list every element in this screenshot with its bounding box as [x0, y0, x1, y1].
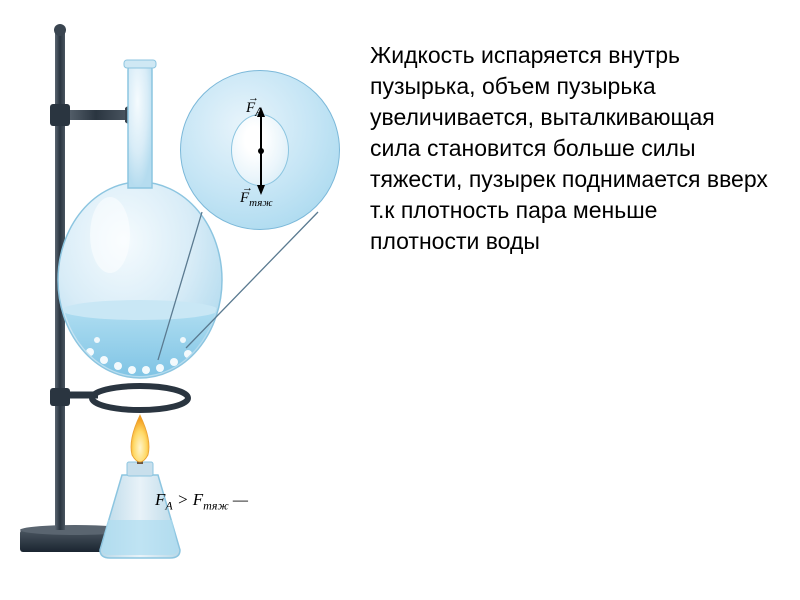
- ftyazh-sub: тяж: [249, 197, 272, 209]
- formula-gt: >: [173, 490, 193, 509]
- formula-f2: F: [193, 490, 203, 509]
- fa-sub: A: [255, 105, 263, 119]
- force-down-label: → Fтяж: [240, 190, 273, 209]
- formula-f1: F: [155, 490, 165, 509]
- flask-highlight: [90, 197, 130, 273]
- formula-sub-a: A: [165, 498, 172, 512]
- ring: [92, 386, 188, 410]
- ring-boss: [50, 388, 70, 406]
- flame: [131, 415, 149, 462]
- inequality-formula: FA > Fтяж —: [155, 490, 248, 513]
- burner-liquid: [102, 520, 178, 555]
- force-up-label: → FA: [246, 100, 263, 120]
- main-paragraph: Жидкость испаряется внутрь пузырька, объ…: [370, 40, 770, 257]
- flask-liquid-group: [58, 300, 222, 380]
- page-container: → FA → Fтяж FA > Fтяж — Жидкость испаряе…: [0, 0, 800, 600]
- diagram-area: → FA → Fтяж FA > Fтяж —: [0, 0, 360, 600]
- clamp-arm: [65, 110, 127, 120]
- burner-cap: [127, 462, 153, 476]
- formula-sub-tyazh: тяж: [203, 498, 229, 512]
- text-area: Жидкость испаряется внутрь пузырька, объ…: [360, 0, 800, 600]
- flask-lip: [124, 60, 156, 68]
- flask-neck: [128, 64, 152, 188]
- clamp-boss: [50, 104, 70, 126]
- stand-rod-top: [54, 24, 66, 36]
- formula-dash: —: [229, 490, 248, 509]
